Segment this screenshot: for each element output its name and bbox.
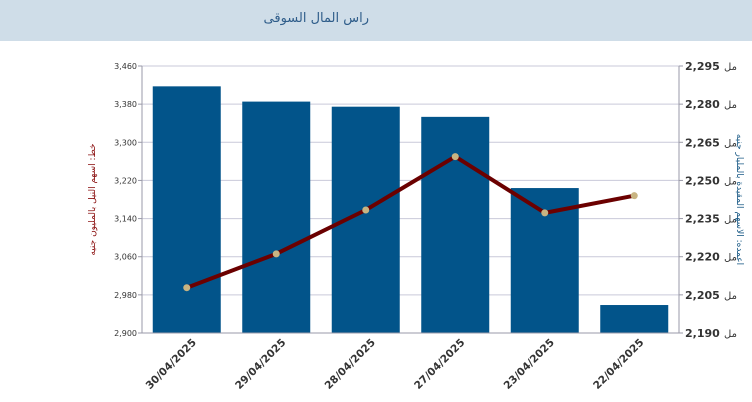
category-label: 28/04/2025 bbox=[323, 337, 378, 392]
right-tick-label: 2,190 bbox=[685, 327, 720, 340]
right-tick-label: 2,220 bbox=[685, 251, 720, 264]
right-unit-label: مل bbox=[724, 100, 737, 111]
left-tick-label: 3,460 bbox=[114, 62, 137, 71]
bar bbox=[421, 116, 490, 333]
market-cap-chart: 2,900 2,980 3,060 3,140 3,220 3,300 3,380 3,460… bbox=[88, 60, 744, 392]
right-unit-label: مل bbox=[724, 329, 737, 340]
chart-header: راس المال السوقى bbox=[0, 0, 752, 41]
right-unit-label: مل bbox=[724, 176, 737, 187]
line-point bbox=[183, 284, 191, 292]
left-tick-label: 3,300 bbox=[114, 138, 137, 147]
left-axis-title: خط: اسهم النيل بالمليون جنيه bbox=[88, 143, 98, 255]
right-unit-label: مل bbox=[724, 215, 737, 226]
right-tick-label: 2,250 bbox=[685, 174, 720, 187]
right-unit-label: مل bbox=[724, 138, 737, 149]
right-unit-label: مل bbox=[724, 253, 737, 264]
left-tick-label: 2,980 bbox=[114, 291, 137, 300]
category-label: 23/04/2025 bbox=[502, 337, 557, 392]
right-unit-label: مل bbox=[724, 291, 737, 302]
line-point bbox=[630, 192, 638, 200]
bar bbox=[242, 101, 311, 333]
line-point bbox=[362, 206, 370, 214]
bar bbox=[152, 86, 221, 333]
bar bbox=[600, 305, 669, 333]
line-point bbox=[541, 209, 549, 217]
bar-series bbox=[152, 86, 669, 333]
left-tick-label: 3,060 bbox=[114, 253, 137, 262]
grid-lines bbox=[142, 65, 679, 334]
line-point bbox=[451, 153, 459, 161]
category-label: 30/04/2025 bbox=[144, 337, 199, 392]
right-tick-label: 2,280 bbox=[685, 98, 720, 111]
category-label: 22/04/2025 bbox=[591, 337, 646, 392]
left-tick-label: 2,900 bbox=[114, 329, 137, 338]
right-tick-label: 2,295 bbox=[685, 60, 720, 73]
axes bbox=[138, 65, 683, 334]
line-point bbox=[272, 250, 280, 258]
category-label: 27/04/2025 bbox=[412, 337, 467, 392]
left-tick-label: 3,220 bbox=[114, 176, 137, 185]
category-label: 29/04/2025 bbox=[233, 337, 288, 392]
left-tick-label: 3,140 bbox=[114, 215, 137, 224]
left-tick-label: 3,380 bbox=[114, 100, 137, 109]
right-tick-label: 2,235 bbox=[685, 213, 720, 226]
right-tick-label: 2,205 bbox=[685, 289, 720, 302]
right-tick-label: 2,265 bbox=[685, 136, 720, 149]
right-axis-title: اعمده: الاسهم المقيدة بالمليار جنيه bbox=[734, 134, 744, 265]
right-unit-label: مل bbox=[724, 62, 737, 73]
chart-title: راس المال السوقى bbox=[263, 11, 369, 26]
line-series bbox=[183, 153, 638, 292]
line-path bbox=[186, 154, 635, 290]
